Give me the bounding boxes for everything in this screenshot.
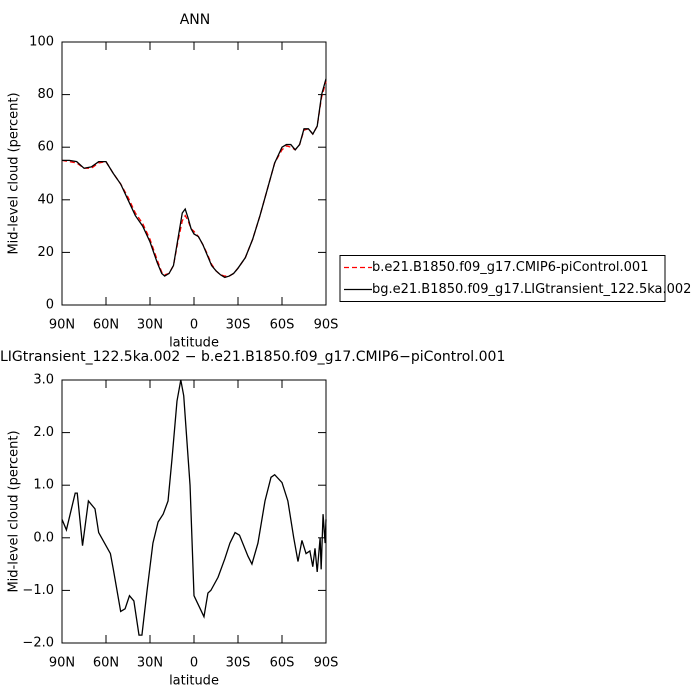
y-tick-label: 0.0 — [33, 530, 54, 545]
data-line — [61, 379, 327, 636]
x-tick-label: 90S — [314, 318, 339, 333]
x-tick-label: 30S — [226, 318, 251, 333]
x-tick-label: 30N — [137, 656, 163, 671]
y-tick-label: 2.0 — [33, 425, 54, 440]
x-tick-label: 60S — [270, 318, 295, 333]
y-tick-label: 80 — [37, 87, 54, 102]
y-tick-label: 60 — [37, 140, 54, 155]
x-tick-label: 90N — [49, 656, 75, 671]
y-tick-label: 40 — [37, 192, 54, 207]
x-tick-label: 0 — [190, 656, 198, 671]
data-line — [62, 78, 327, 279]
y-tick-label: −2.0 — [22, 636, 54, 651]
y-tick-label: −1.0 — [22, 583, 54, 598]
x-tick-label: 60S — [270, 656, 295, 671]
y-axis-label: Mid-level cloud (percent) — [7, 430, 22, 592]
data-line — [61, 81, 327, 277]
x-tick-label: 90N — [49, 318, 75, 333]
y-tick-label: 100 — [29, 35, 54, 50]
y-tick-label: 1.0 — [33, 478, 54, 493]
y-tick-label: 0 — [46, 298, 54, 313]
legend-label: b.e21.B1850.f09_g17.CMIP6-piControl.001 — [372, 260, 648, 275]
x-tick-label: 30S — [226, 656, 251, 671]
x-axis-label: latitude — [169, 674, 219, 689]
x-axis-label: latitude — [169, 336, 219, 351]
legend-box — [339, 255, 666, 302]
x-tick-label: 0 — [190, 318, 198, 333]
legend-label: bg.e21.B1850.f09_g17.LIGtransient_122.5k… — [372, 282, 691, 297]
y-axis-label: Mid-level cloud (percent) — [7, 92, 22, 254]
x-tick-label: 60N — [93, 656, 119, 671]
x-tick-label: 30N — [137, 318, 163, 333]
chart-title: ANN — [180, 12, 211, 28]
x-tick-label: 60N — [93, 318, 119, 333]
plot-frame — [61, 379, 327, 644]
plot-frame — [61, 41, 327, 306]
x-tick-label: 90S — [314, 656, 339, 671]
y-tick-label: 20 — [37, 245, 54, 260]
chart-title: LIGtransient_122.5ka.002 − b.e21.B1850.f… — [0, 349, 505, 365]
y-tick-label: 3.0 — [33, 373, 54, 388]
